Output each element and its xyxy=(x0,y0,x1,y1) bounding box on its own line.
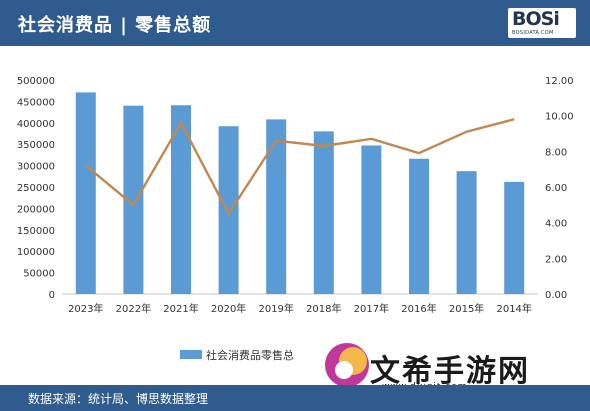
legend-label: 社会消费品零售总 xyxy=(206,348,294,362)
left-axis-tick-label: 150000 xyxy=(17,226,55,237)
x-axis-tick-label: 2020年 xyxy=(211,302,246,315)
legend-swatch xyxy=(180,350,202,359)
legend: 社会消费品零售总 xyxy=(180,348,294,362)
bar-series xyxy=(75,92,525,295)
right-axis-tick-label: 6.00 xyxy=(545,183,567,194)
left-axis-tick-label: 200000 xyxy=(17,204,55,215)
left-axis-tick-label: 350000 xyxy=(17,140,55,151)
x-axis-tick-label: 2017年 xyxy=(354,302,389,315)
watermark-text: 文希手游网 xyxy=(370,354,530,389)
bar xyxy=(313,131,334,294)
bar xyxy=(504,181,525,294)
left-axis-tick-label: 300000 xyxy=(17,162,55,173)
right-axis-tick-label: 12.00 xyxy=(545,76,574,87)
left-axis-tick-label: 50000 xyxy=(23,269,55,280)
left-axis-ticks: 0 50000 100000 150000 200000 250000 300000 3500… xyxy=(17,76,55,301)
x-axis-tick-label: 2016年 xyxy=(401,302,436,315)
x-axis-tick-label: 2014年 xyxy=(496,302,531,315)
x-axis-ticks: 2023年 2022年 2021年 2020年 2019年 2018年 2017年 2016年… xyxy=(68,302,532,315)
bar xyxy=(409,158,429,294)
left-axis-tick-label: 100000 xyxy=(17,247,55,258)
x-axis-tick-label: 2019年 xyxy=(258,302,293,315)
bar xyxy=(361,145,382,294)
bar xyxy=(123,105,144,295)
right-axis-ticks: 0.00 2.00 4.00 6.00 8.00 10.00 12.00 xyxy=(545,76,574,301)
x-axis-tick-label: 2022年 xyxy=(116,302,151,315)
right-axis-tick-label: 4.00 xyxy=(545,219,567,230)
right-axis-tick-label: 10.00 xyxy=(545,112,574,123)
x-axis-tick-label: 2021年 xyxy=(163,302,198,315)
bar xyxy=(266,119,287,294)
left-axis-tick-label: 250000 xyxy=(17,183,55,194)
left-axis-tick-label: 0 xyxy=(49,290,55,301)
logo-text: BOSi xyxy=(512,8,560,30)
left-axis-tick-label: 450000 xyxy=(17,97,55,108)
x-axis-tick-label: 2018年 xyxy=(306,302,341,315)
right-axis-tick-label: 8.00 xyxy=(545,147,567,158)
bar xyxy=(75,92,96,294)
data-source: 数据来源：统计局、博思数据整理 xyxy=(28,392,209,406)
growth-line xyxy=(85,118,515,217)
left-axis-tick-label: 400000 xyxy=(17,119,55,130)
left-axis-tick-label: 500000 xyxy=(17,76,55,87)
watermark-logo-icon xyxy=(325,343,369,387)
right-axis-tick-label: 2.00 xyxy=(545,254,567,265)
header-bar: 社会消费品 | 零售总额 BOSi BOSIDATA.COM xyxy=(0,0,590,46)
x-axis-tick-label: 2023年 xyxy=(68,302,103,315)
bar xyxy=(456,171,477,294)
bar xyxy=(218,126,239,294)
brand-logo: BOSi BOSIDATA.COM xyxy=(508,8,576,38)
page-title: 社会消费品 | 零售总额 xyxy=(18,15,212,36)
x-axis-tick-label: 2015年 xyxy=(449,302,484,315)
footer-bar: 数据来源：统计局、博思数据整理 xyxy=(0,385,590,411)
right-axis-tick-label: 0.00 xyxy=(545,290,567,301)
bar xyxy=(171,105,191,294)
logo-subtext: BOSIDATA.COM xyxy=(512,30,554,36)
